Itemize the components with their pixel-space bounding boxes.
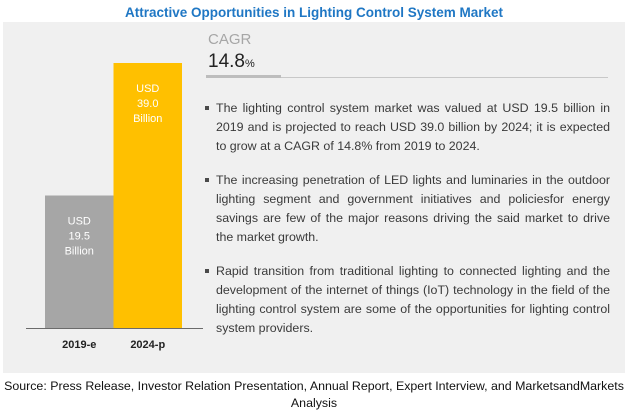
bar-data-label: USD (68, 216, 91, 228)
x-tick-label: 2024-p (130, 339, 165, 351)
bullet-marker-icon (205, 106, 209, 110)
bar-data-label: Billion (65, 246, 94, 258)
cagr-unit: % (244, 58, 255, 70)
bar-data-label: Billion (133, 113, 162, 125)
cagr-number: 14.8 (208, 51, 245, 72)
cagr-value: 14.8% (208, 51, 255, 73)
bar-2019-e (45, 195, 114, 328)
bar-data-label: USD (136, 83, 159, 95)
bar-data-label: 39.0 (137, 98, 158, 110)
cagr-label: CAGR (208, 31, 252, 48)
cagr-divider (206, 77, 608, 78)
bullet-item: Rapid transition from traditional lighti… (204, 262, 610, 338)
bar-2024-p (113, 63, 182, 328)
x-tick-label: 2019-e (62, 339, 96, 351)
bullet-list: The lighting control system market was v… (204, 99, 610, 353)
bullet-item: The lighting control system market was v… (204, 99, 610, 156)
cagr-divider-accent (206, 75, 281, 78)
source-note: Source: Press Release, Investor Relation… (4, 379, 624, 410)
bullet-marker-icon (205, 178, 209, 182)
chart-title: Attractive Opportunities in Lighting Con… (124, 5, 504, 20)
bullet-item: The increasing penetration of LED lights… (204, 171, 610, 247)
bar-data-label: 19.5 (69, 231, 90, 243)
bullet-marker-icon (205, 269, 209, 273)
